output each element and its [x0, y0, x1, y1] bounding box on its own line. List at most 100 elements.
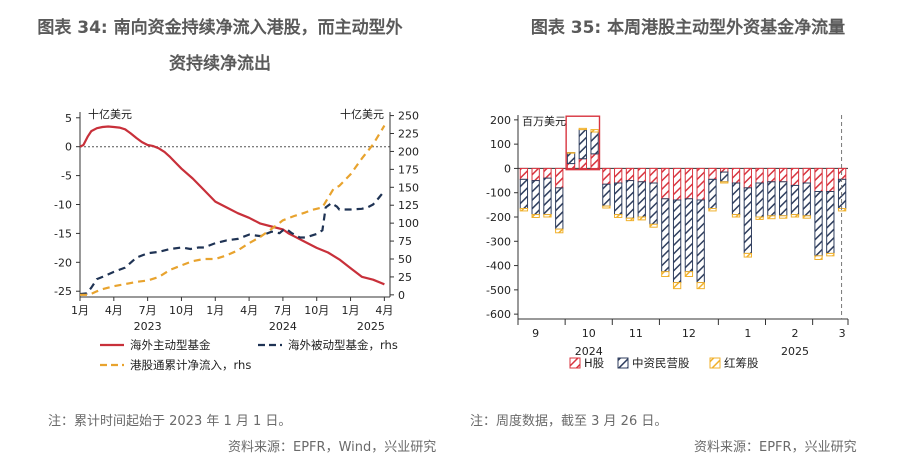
- bar-segment: [637, 181, 646, 218]
- bar-segment: [731, 182, 741, 216]
- bar-segment: [826, 252, 835, 257]
- bar-segment: [614, 167, 623, 184]
- bar-segment: [731, 167, 741, 184]
- bar-segment: [555, 187, 564, 230]
- bar-segment: [602, 183, 611, 207]
- bar-segment: [779, 215, 788, 219]
- bar-segment: [602, 205, 611, 209]
- bar-segment: [590, 131, 599, 155]
- y-right-tick-label: 250: [398, 110, 419, 123]
- x-tick-label: 10月: [304, 304, 329, 317]
- bar-segment: [531, 167, 540, 182]
- bar-segment: [602, 167, 611, 185]
- bar-segment: [543, 214, 552, 218]
- y-left-tick-label: -10: [54, 199, 72, 212]
- bar-segment: [826, 167, 835, 193]
- month-label: 9: [532, 327, 539, 340]
- legend-label: 红筹股: [724, 356, 759, 370]
- bar-segment: [531, 180, 540, 216]
- legend-label: 港股通累计净流入，rhs: [130, 358, 251, 372]
- legend-swatch: [617, 357, 629, 369]
- bar-segment: [837, 208, 847, 212]
- bar-segment: [543, 177, 552, 216]
- left-line-chart: 50-5-10-15-20-25250225200175150125100755…: [54, 107, 419, 372]
- right-chart-source: 资料来源：EPFR，兴业研究: [694, 440, 857, 455]
- bar-segment: [590, 129, 599, 133]
- left-chart-note: 注：累计时间起始于 2023 年 1 月 1 日。: [48, 414, 292, 429]
- bar-segment: [555, 228, 564, 234]
- y-right-tick-label: 0: [398, 289, 405, 302]
- y-left-tick-label: -20: [54, 256, 72, 269]
- bar-segment: [743, 187, 752, 254]
- bar-segment: [519, 178, 529, 209]
- bar-segment: [696, 282, 705, 290]
- y-right-tick-label: 175: [398, 163, 419, 176]
- bar-segment: [531, 214, 540, 218]
- bar-segment: [731, 214, 741, 218]
- bar-segment: [790, 214, 800, 218]
- year-label: 2025: [781, 345, 809, 358]
- month-label: 11: [629, 327, 643, 340]
- legend-label: 海外被动型基金，rhs: [288, 338, 398, 352]
- y-tick-label: -100: [486, 187, 511, 200]
- legend-label: 中资民营股: [632, 356, 690, 370]
- bar-segment: [755, 182, 764, 218]
- month-label: 2: [791, 327, 798, 340]
- bar-segment: [696, 199, 705, 284]
- bar-segment: [779, 167, 788, 183]
- bar-segment: [649, 167, 658, 184]
- bar-segment: [661, 271, 670, 277]
- bar-segment: [720, 171, 729, 183]
- y-tick-label: 100: [490, 138, 511, 151]
- y-tick-label: -300: [486, 235, 511, 248]
- bar-segment: [708, 167, 717, 180]
- y-tick-label: -600: [486, 308, 511, 321]
- y-right-tick-label: 100: [398, 217, 419, 230]
- legend-swatch: [709, 357, 721, 369]
- bar-segment: [625, 167, 635, 182]
- bar-segment: [767, 167, 776, 183]
- bar-segment: [578, 129, 587, 160]
- y-right-tick-label: 50: [398, 253, 412, 266]
- y-left-tick-label: -25: [54, 285, 72, 298]
- bar-segment: [767, 215, 776, 220]
- bar-segment: [814, 167, 823, 193]
- bar-segment: [519, 208, 529, 212]
- bar-segment: [614, 214, 623, 218]
- y-right-tick-label: 200: [398, 145, 419, 158]
- bar-segment: [649, 223, 658, 228]
- bar-segment: [755, 167, 764, 184]
- y-left-tick-label: 5: [65, 112, 72, 125]
- bar-segment: [708, 178, 717, 209]
- unit-label: 百万美元: [522, 115, 566, 128]
- x-tick-label: 7月: [139, 304, 157, 317]
- bar-segment: [743, 252, 752, 258]
- y-right-tick-label: 25: [398, 271, 412, 284]
- bar-segment: [566, 163, 576, 169]
- bar-segment: [566, 152, 576, 165]
- bar-segment: [672, 167, 682, 201]
- bar-segment: [661, 167, 670, 200]
- bar-segment: [814, 255, 823, 261]
- bar-segment: [590, 153, 599, 169]
- x-tick-label: 1月: [342, 304, 360, 317]
- y-right-tick-label: 75: [398, 235, 412, 248]
- bar-segment: [684, 271, 694, 277]
- y-left-tick-label: -15: [54, 227, 72, 240]
- legend-label: 海外主动型基金: [130, 338, 211, 352]
- bar-segment: [519, 167, 529, 180]
- y-tick-label: -200: [486, 211, 511, 224]
- month-label: 1: [744, 327, 751, 340]
- legend-swatch: [569, 357, 581, 369]
- bar-segment: [696, 167, 705, 201]
- year-label: 2023: [134, 320, 162, 333]
- y-right-tick-label: 150: [398, 181, 419, 194]
- bar-segment: [790, 184, 800, 216]
- bar-segment: [684, 167, 694, 200]
- year-label: 2025: [357, 320, 385, 333]
- right-unit-label: 十亿美元: [340, 107, 384, 121]
- y-tick-label: 0: [504, 162, 511, 175]
- bar-segment: [837, 178, 847, 209]
- month-label: 10: [582, 327, 596, 340]
